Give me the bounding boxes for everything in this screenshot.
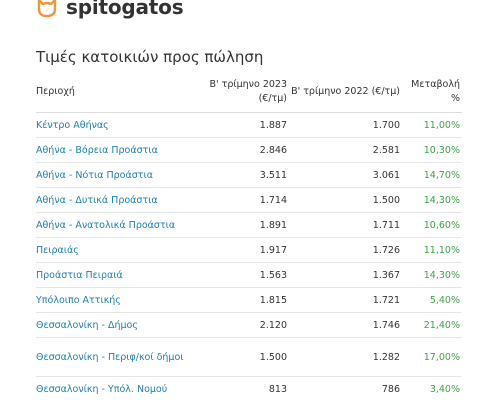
cat-logo-icon	[37, 0, 57, 18]
table-row: Κέντρο Αθήνας 1.887 1.700 11,00%	[36, 112, 462, 138]
price-2022: 786	[381, 383, 400, 395]
table-row: Αθήνα - Ανατολικά Προάστια 1.891 1.711 1…	[36, 212, 462, 238]
price-2023: 1.500	[196, 337, 289, 377]
region-link[interactable]: Αθήνα - Δυτικά Προάστια	[36, 187, 196, 213]
table-row: Αθήνα - Βόρεια Προάστια 2.846 2.581 10,3…	[36, 137, 462, 163]
change-value: 21,40%	[402, 312, 462, 338]
change-value: 10,60%	[402, 212, 462, 238]
brand-logo: spitogatos	[36, 0, 184, 20]
change-value: 3,40%	[429, 383, 460, 395]
price-2023: 1.714	[196, 187, 289, 213]
region-link[interactable]: Υπόλοιπο Αττικής	[36, 287, 196, 313]
region-link[interactable]: Θεσσαλονίκη - Υπόλ. Νομού	[36, 383, 168, 395]
table-row: Αθήνα - Δυτικά Προάστια 1.714 1.500 14,3…	[36, 187, 462, 213]
price-2023: 2.120	[196, 312, 289, 338]
price-2022: 2.581	[289, 137, 402, 163]
change-value: 14,30%	[402, 262, 462, 288]
change-value: 11,10%	[402, 237, 462, 263]
change-value: 5,40%	[402, 287, 462, 313]
price-2022: 3.061	[289, 162, 402, 188]
change-value: 10,30%	[402, 137, 462, 163]
price-2022: 1.700	[289, 112, 402, 138]
header-q2-2023: Β' τρίμηνο 2023 (€/τμ)	[196, 72, 289, 113]
page-title: Τιμές κατοικιών προς πώληση	[36, 48, 264, 66]
price-2023: 1.815	[196, 287, 289, 313]
region-link[interactable]: Προάστια Πειραιά	[36, 262, 196, 288]
price-2022: 1.721	[289, 287, 402, 313]
price-2023: 1.563	[196, 262, 289, 288]
region-link[interactable]: Αθήνα - Νότια Προάστια	[36, 162, 196, 188]
brand-name: spitogatos	[66, 0, 184, 19]
change-value: 17,00%	[402, 337, 462, 377]
change-value: 14,30%	[402, 187, 462, 213]
change-value: 14,70%	[402, 162, 462, 188]
table-header-row: Περιοχή Β' τρίμηνο 2023 (€/τμ) Β' τρίμην…	[36, 72, 462, 113]
table-row: Προάστια Πειραιά 1.563 1.367 14,30%	[36, 262, 462, 288]
price-2023: 2.846	[196, 137, 289, 163]
table-row: Υπόλοιπο Αττικής 1.815 1.721 5,40%	[36, 287, 462, 313]
price-2022: 1.711	[289, 212, 402, 238]
price-2022: 1.746	[289, 312, 402, 338]
price-2023: 813	[268, 383, 287, 395]
price-2023: 1.887	[196, 112, 289, 138]
region-link[interactable]: Θεσσαλονίκη - Δήμος	[36, 312, 196, 338]
table-row: Αθήνα - Νότια Προάστια 3.511 3.061 14,70…	[36, 162, 462, 188]
table-row: Θεσσαλονίκη - Δήμος 2.120 1.746 21,40%	[36, 312, 462, 338]
price-2023: 1.917	[196, 237, 289, 263]
prices-table: Περιοχή Β' τρίμηνο 2023 (€/τμ) Β' τρίμην…	[36, 72, 462, 401]
table-row: Θεσσαλονίκη - Υπόλ. Νομού 813 786 3,40%	[36, 377, 462, 402]
region-link[interactable]: Πειραιάς	[36, 237, 196, 263]
region-link[interactable]: Αθήνα - Βόρεια Προάστια	[36, 137, 196, 163]
region-link[interactable]: Κέντρο Αθήνας	[36, 112, 196, 138]
table-row: Πειραιάς 1.917 1.726 11,10%	[36, 237, 462, 263]
price-2022: 1.726	[289, 237, 402, 263]
table-row: Θεσσαλονίκη - Περιφ/κοί δήμοι 1.500 1.28…	[36, 337, 462, 377]
price-2023: 1.891	[196, 212, 289, 238]
price-2022: 1.500	[289, 187, 402, 213]
header-q2-2022: Β' τρίμηνο 2022 (€/τμ)	[289, 72, 402, 113]
price-2022: 1.367	[289, 262, 402, 288]
header-region: Περιοχή	[36, 72, 196, 113]
header-change: Μεταβολή %	[402, 72, 462, 113]
region-link[interactable]: Αθήνα - Ανατολικά Προάστια	[36, 212, 196, 238]
price-2022: 1.282	[289, 337, 402, 377]
change-value: 11,00%	[402, 112, 462, 138]
region-link[interactable]: Θεσσαλονίκη - Περιφ/κοί δήμοι	[36, 337, 196, 377]
price-2023: 3.511	[196, 162, 289, 188]
